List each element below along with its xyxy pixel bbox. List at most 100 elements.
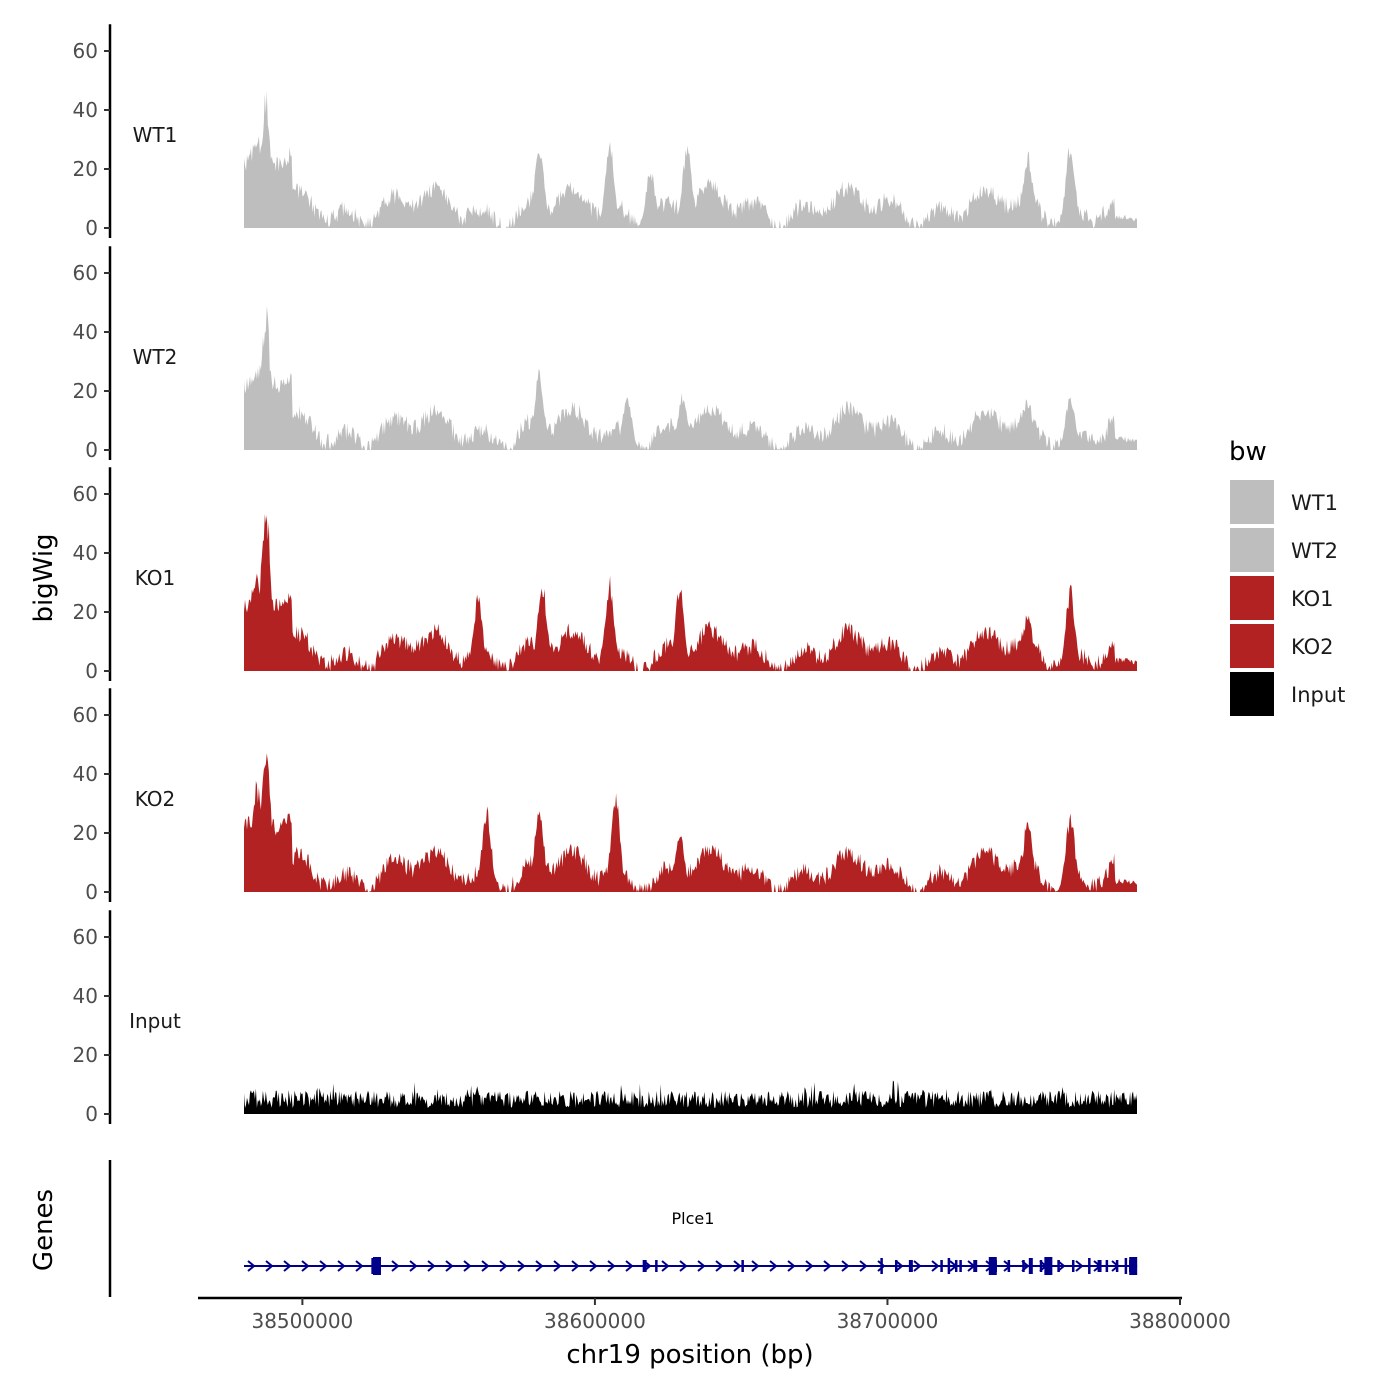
strand-arrow [733, 1260, 742, 1272]
track-wt2: 0 20 40 60 WT2 [73, 246, 1137, 462]
exon [371, 1258, 374, 1274]
genes-track [108, 1160, 1138, 1297]
strand-arrow [265, 1260, 274, 1272]
coverage-area-wt1 [244, 90, 1137, 229]
x-tick-label: 38500000 [251, 1309, 353, 1333]
strand-arrow [409, 1260, 418, 1272]
y-tick-label: 60 [73, 261, 98, 285]
legend-label-ko1: KO1 [1291, 587, 1334, 611]
strand-arrow [751, 1260, 760, 1272]
strand-arrow [1075, 1260, 1084, 1272]
exon-wide [1129, 1257, 1138, 1275]
y-tick-label: 0 [85, 438, 98, 462]
exon [1007, 1260, 1011, 1272]
coverage-area-input [244, 1080, 1137, 1114]
legend-swatch-wt1 [1230, 480, 1274, 524]
exon [655, 1260, 658, 1272]
y-tick-label: 0 [85, 216, 98, 240]
exon [880, 1258, 883, 1274]
legend-label-wt1: WT1 [1291, 491, 1338, 515]
y-tick-label: 0 [85, 880, 98, 904]
y-tick-label: 40 [73, 984, 98, 1008]
track-ko1: 0 20 40 60 KO1 [73, 467, 1137, 683]
gene-label-plce1: Plce1 [672, 1209, 715, 1228]
exon [959, 1260, 962, 1272]
exon-wide [372, 1257, 381, 1275]
legend-swatch-input [1230, 672, 1274, 716]
exon [973, 1260, 978, 1272]
genes-axis-title: Genes [29, 1189, 59, 1271]
exon [642, 1260, 647, 1272]
exon [1028, 1258, 1033, 1274]
strand-arrow [499, 1260, 508, 1272]
exon [947, 1258, 951, 1274]
strand-arrow [391, 1260, 400, 1272]
coverage-area-ko2 [244, 753, 1137, 892]
bigwig-tracks: 0 20 40 60 WT1 0 20 40 60 WT2 0 20 40 60 KO1 0 20 40 60 KO2… [73, 24, 1137, 1126]
strand-arrow [445, 1260, 454, 1272]
exon [940, 1260, 943, 1272]
strand-arrow [805, 1260, 814, 1272]
track-label-ko1: KO1 [135, 566, 176, 590]
strand-arrow [913, 1260, 922, 1272]
legend-label-wt2: WT2 [1291, 539, 1338, 563]
track-label-input: Input [129, 1009, 181, 1033]
y-tick-label: 0 [85, 659, 98, 683]
legend-swatch-ko1 [1230, 576, 1274, 620]
exon [741, 1260, 744, 1272]
exon [954, 1260, 958, 1272]
y-tick-label: 60 [73, 925, 98, 949]
strand-arrow [715, 1260, 724, 1272]
strand-arrow [589, 1260, 598, 1272]
track-label-wt2: WT2 [133, 345, 178, 369]
track-label-wt1: WT1 [133, 123, 178, 147]
strand-arrow [283, 1260, 292, 1272]
y-tick-label: 60 [73, 703, 98, 727]
x-axis: 38500000 38600000 38700000 38800000 [198, 1296, 1231, 1333]
y-tick-label: 20 [73, 379, 98, 403]
exon-wide [988, 1257, 997, 1275]
strand-arrow [895, 1260, 904, 1272]
strand-arrow [481, 1260, 490, 1272]
exon [1115, 1260, 1119, 1272]
strand-arrow [427, 1260, 436, 1272]
track-label-ko2: KO2 [135, 787, 176, 811]
exon [894, 1260, 898, 1272]
strand-arrow [607, 1260, 616, 1272]
strand-arrow [319, 1260, 328, 1272]
y-tick-label: 20 [73, 600, 98, 624]
track-wt1: 0 20 40 60 WT1 [73, 24, 1137, 240]
y-tick-label: 40 [73, 98, 98, 122]
x-tick-label: 38800000 [1129, 1309, 1231, 1333]
exon [1071, 1260, 1075, 1272]
strand-arrow [535, 1260, 544, 1272]
strand-arrow [787, 1260, 796, 1272]
y-tick-label: 40 [73, 762, 98, 786]
exon [1124, 1258, 1128, 1274]
x-tick-label: 38700000 [837, 1309, 939, 1333]
y-tick-label: 20 [73, 1043, 98, 1067]
legend-title: bw [1229, 437, 1267, 467]
x-tick-label: 38600000 [544, 1309, 646, 1333]
exon [1022, 1260, 1025, 1272]
legend-swatch-ko2 [1230, 624, 1274, 668]
strand-arrow [301, 1260, 310, 1272]
exon [1057, 1260, 1060, 1272]
strand-arrow [625, 1260, 634, 1272]
strand-arrow [823, 1260, 832, 1272]
strand-arrow [1057, 1260, 1066, 1272]
legend: bw WT1 WT2 KO1 KO2 Input [1229, 437, 1345, 716]
strand-arrow [931, 1260, 940, 1272]
y-tick-label: 20 [73, 821, 98, 845]
strand-arrow [697, 1260, 706, 1272]
y-tick-label: 40 [73, 541, 98, 565]
legend-label-ko2: KO2 [1291, 635, 1334, 659]
exon-wide [1044, 1257, 1053, 1275]
legend-swatch-wt2 [1230, 528, 1274, 572]
y-axis-title: bigWig [29, 533, 59, 622]
y-tick-label: 20 [73, 157, 98, 181]
strand-arrow [841, 1260, 850, 1272]
y-tick-label: 40 [73, 320, 98, 344]
strand-arrow [553, 1260, 562, 1272]
